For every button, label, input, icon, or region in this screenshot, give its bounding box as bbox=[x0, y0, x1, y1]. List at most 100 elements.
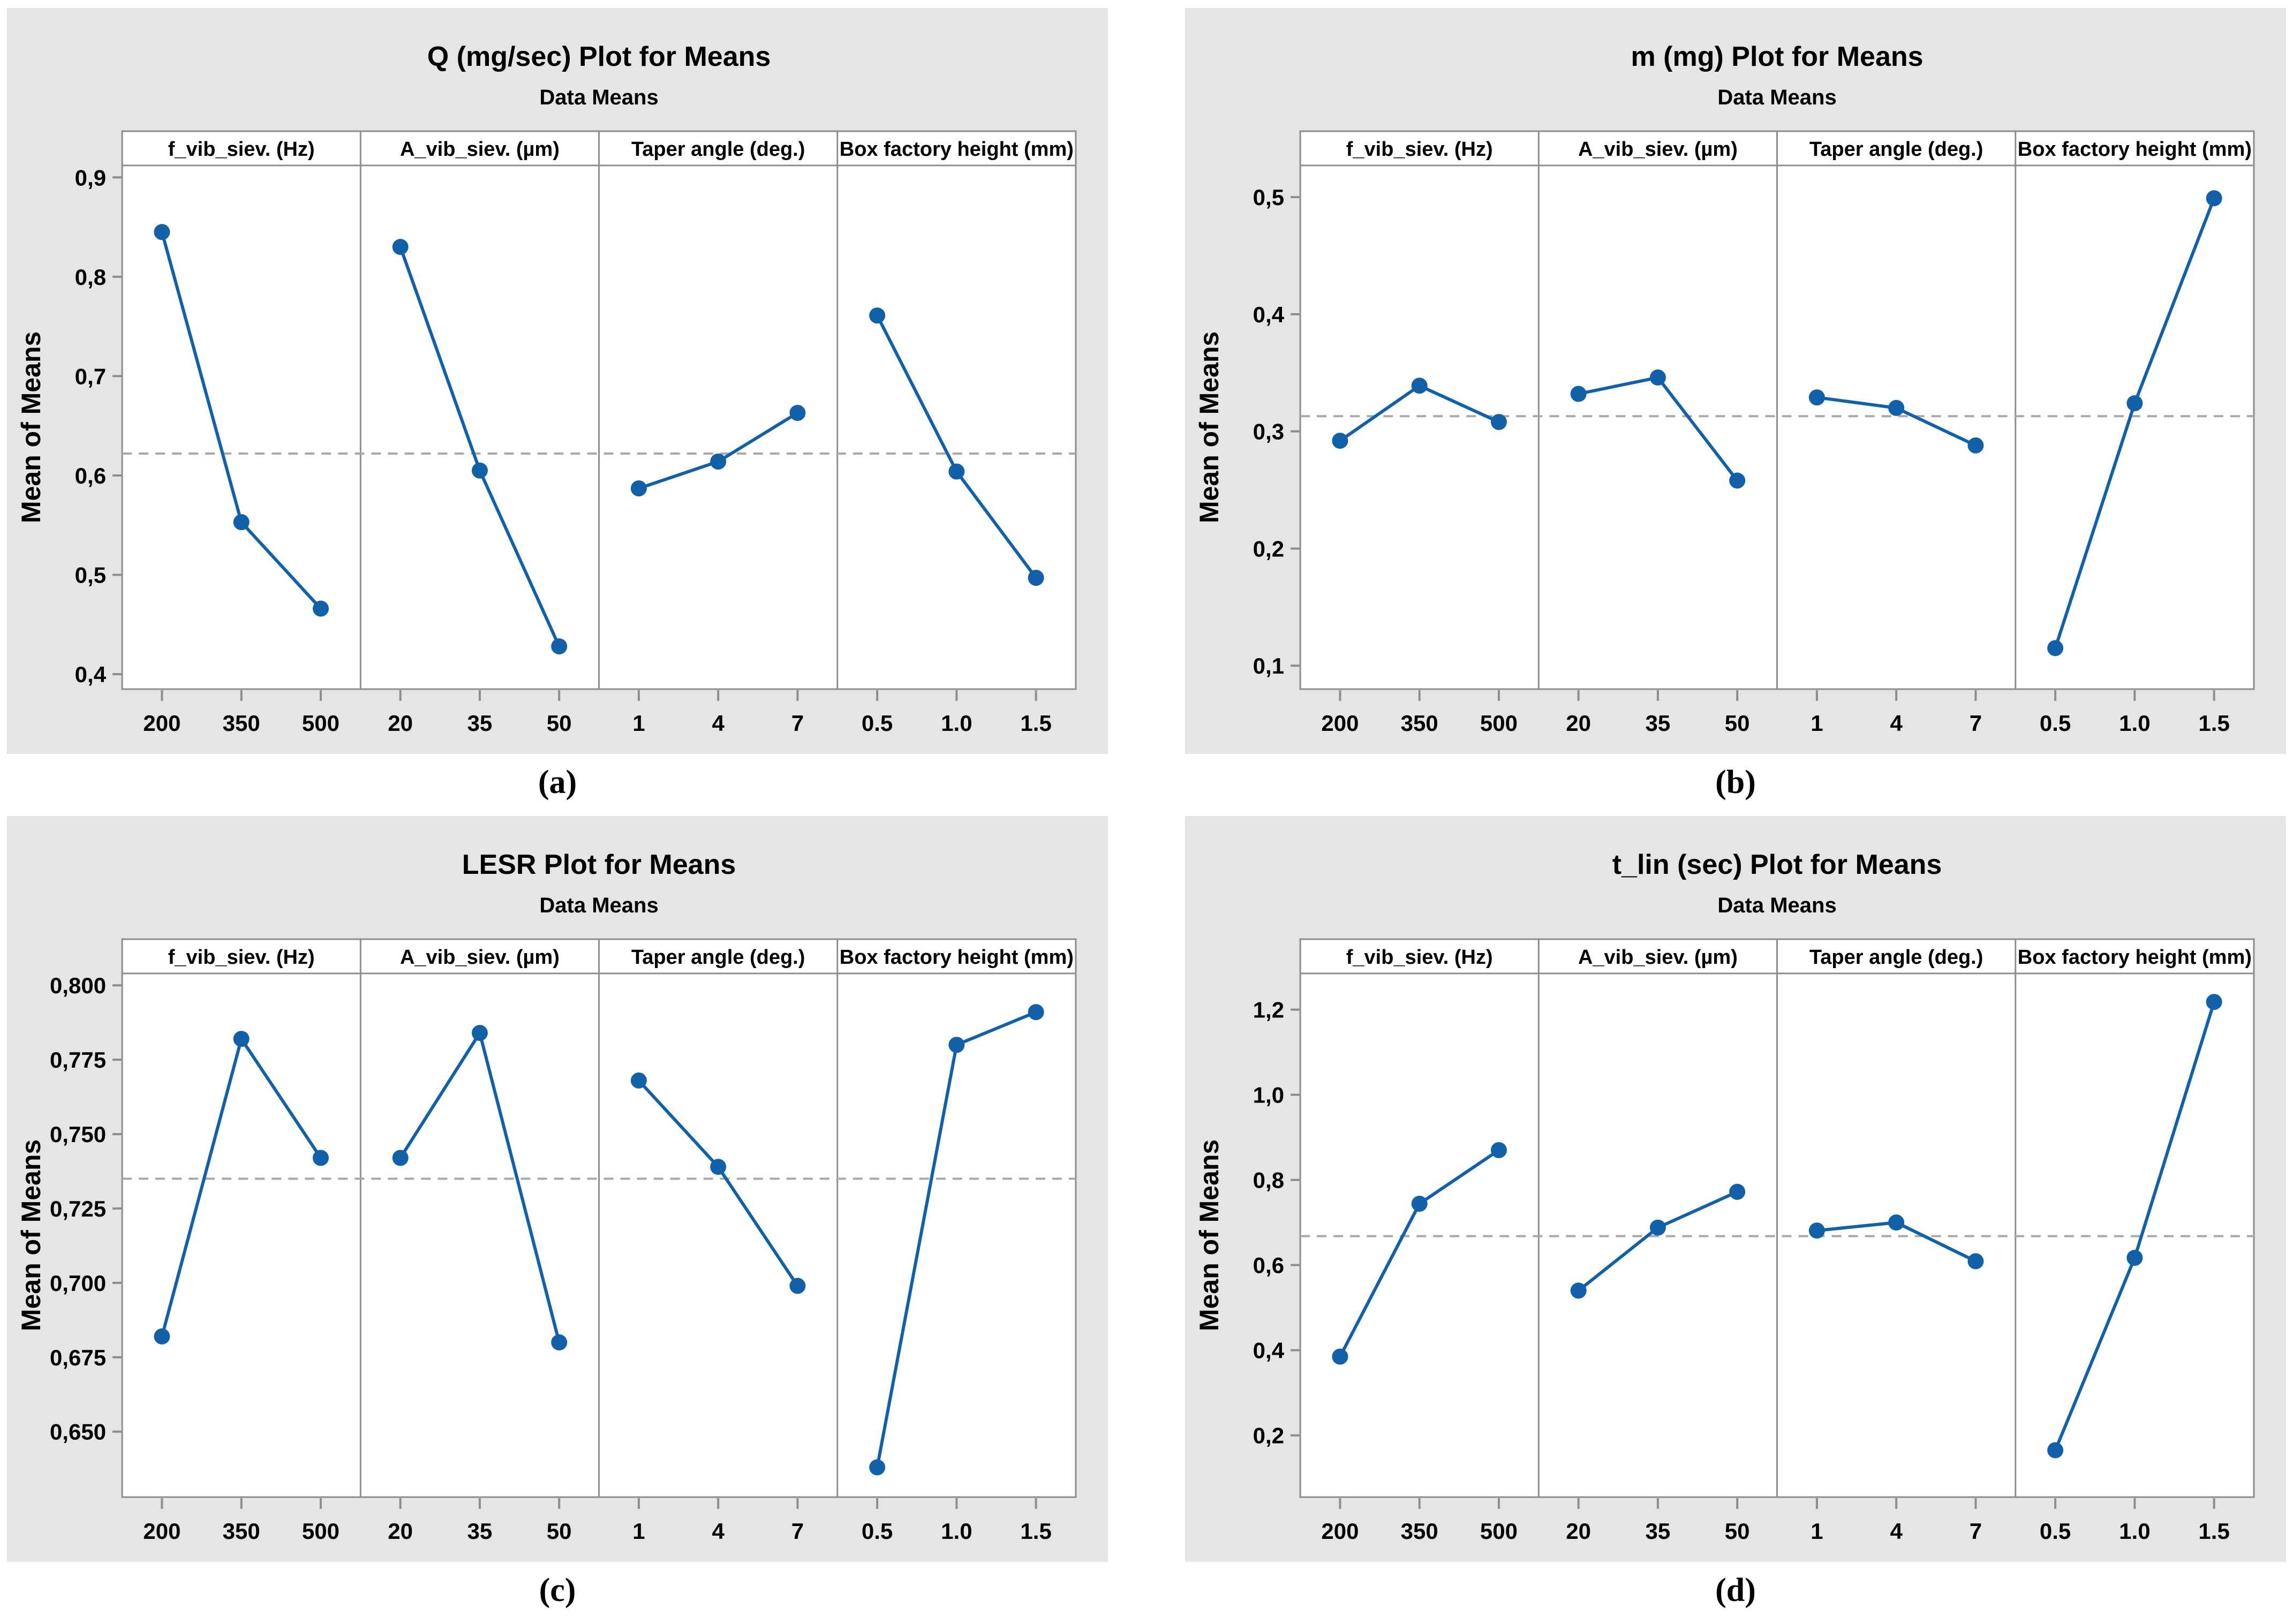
x-tick-label: 4 bbox=[712, 711, 725, 736]
caption-c: (c) bbox=[539, 1572, 576, 1608]
data-point bbox=[1411, 1196, 1428, 1212]
panel-header-label: Taper angle (deg.) bbox=[631, 946, 805, 969]
chart-subtitle: Data Means bbox=[1717, 86, 1836, 109]
chart-a-card: Q (mg/sec) Plot for Means Data Means 0,4 0,… bbox=[7, 8, 1108, 754]
data-point bbox=[1028, 570, 1044, 586]
x-tick-label: 50 bbox=[1725, 711, 1750, 736]
x-tick-label: 20 bbox=[388, 1519, 413, 1544]
x-tick-label: 7 bbox=[1970, 711, 1982, 736]
x-tick-label: 350 bbox=[223, 711, 260, 736]
x-tick-label: 1 bbox=[632, 1519, 645, 1544]
x-tick-label: 0.5 bbox=[862, 711, 893, 736]
panel-header-label: f_vib_siev. (Hz) bbox=[1346, 138, 1493, 161]
data-point bbox=[471, 1025, 488, 1041]
panel-header-label: A_vib_siev. (µm) bbox=[1578, 946, 1738, 969]
y-tick-label: 0,650 bbox=[50, 1419, 106, 1445]
data-point bbox=[869, 307, 886, 324]
panel-header-label: Taper angle (deg.) bbox=[631, 138, 805, 161]
x-tick-label: 20 bbox=[388, 711, 413, 736]
figure-cell-d: t_lin (sec) Plot for Means Data Means 0,2 0… bbox=[1185, 816, 2286, 1619]
data-point bbox=[1649, 369, 1666, 386]
data-point bbox=[1888, 399, 1905, 416]
x-tick-label: 35 bbox=[467, 711, 493, 736]
y-tick-label: 0,5 bbox=[75, 563, 106, 588]
figure-cell-a: Q (mg/sec) Plot for Means Data Means 0,4 0,… bbox=[7, 8, 1108, 811]
panel-header-label: Box factory height (mm) bbox=[2018, 946, 2252, 969]
data-point bbox=[551, 1334, 568, 1351]
x-tick-label: 0.5 bbox=[2040, 711, 2071, 736]
y-tick-label: 0,775 bbox=[50, 1047, 106, 1072]
data-point bbox=[233, 514, 250, 531]
panel-header-label: A_vib_siev. (µm) bbox=[400, 138, 560, 161]
data-point bbox=[1028, 1004, 1044, 1021]
x-tick-label: 200 bbox=[143, 711, 180, 736]
data-point bbox=[154, 224, 170, 240]
y-tick-label: 0,725 bbox=[50, 1196, 106, 1221]
x-tick-label: 7 bbox=[791, 1519, 804, 1544]
y-axis-label: Mean of Means bbox=[1194, 1139, 1224, 1331]
x-tick-label: 4 bbox=[1890, 711, 1903, 736]
x-tick-label: 20 bbox=[1566, 711, 1591, 736]
x-tick-label: 1.5 bbox=[1020, 711, 1051, 736]
x-tick-label: 20 bbox=[1566, 1519, 1591, 1544]
y-tick-label: 0,5 bbox=[1253, 185, 1284, 210]
chart-title: m (mg) Plot for Means bbox=[1631, 41, 1923, 72]
chart-d: t_lin (sec) Plot for Means Data Means 0,2 0… bbox=[1194, 849, 2255, 1544]
x-tick-label: 1.5 bbox=[2198, 711, 2229, 736]
chart-c: LESR Plot for Means Data Means 0,650 0,675 0… bbox=[16, 849, 1077, 1544]
data-point bbox=[2126, 1250, 2143, 1266]
x-tick-label: 1.0 bbox=[941, 1519, 972, 1544]
y-axis-label: Mean of Means bbox=[16, 1139, 46, 1331]
y-tick-label: 0,675 bbox=[50, 1345, 106, 1370]
panel-header-label: Box factory height (mm) bbox=[840, 946, 1074, 969]
x-tick-label: 200 bbox=[1321, 1519, 1359, 1544]
panel-header-label: f_vib_siev. (Hz) bbox=[168, 138, 315, 161]
chart-title: t_lin (sec) Plot for Means bbox=[1612, 849, 1942, 880]
figure-cell-b: m (mg) Plot for Means Data Means 0,1 0,2 0,3… bbox=[1185, 8, 2286, 811]
data-point bbox=[1888, 1214, 1905, 1231]
data-point bbox=[948, 463, 965, 480]
data-point bbox=[2047, 640, 2064, 656]
y-tick-label: 0,3 bbox=[1253, 419, 1284, 444]
panel-header-label: Box factory height (mm) bbox=[2018, 138, 2252, 161]
x-tick-label: 1 bbox=[1811, 711, 1823, 736]
y-tick-label: 0,6 bbox=[75, 463, 106, 488]
y-tick-label: 0,7 bbox=[75, 364, 106, 389]
x-tick-label: 50 bbox=[1725, 1519, 1750, 1544]
data-point bbox=[1490, 1142, 1507, 1158]
y-tick-label: 0,4 bbox=[1253, 1338, 1285, 1363]
chart-subtitle: Data Means bbox=[1717, 894, 1836, 917]
x-tick-label: 500 bbox=[1480, 1519, 1518, 1544]
data-point bbox=[1411, 377, 1428, 394]
x-tick-label: 500 bbox=[302, 1519, 340, 1544]
data-point bbox=[392, 1150, 409, 1166]
data-point bbox=[1808, 1222, 1825, 1239]
data-point bbox=[630, 480, 647, 497]
x-tick-label: 35 bbox=[1646, 1519, 1671, 1544]
data-point bbox=[1570, 386, 1587, 402]
y-tick-label: 0,750 bbox=[50, 1122, 106, 1147]
data-point bbox=[1808, 389, 1825, 406]
data-point bbox=[312, 1150, 329, 1166]
chart-subtitle: Data Means bbox=[539, 86, 658, 109]
caption-b: (b) bbox=[1715, 764, 1756, 800]
y-tick-label: 0,6 bbox=[1253, 1253, 1284, 1278]
y-tick-label: 1,2 bbox=[1253, 998, 1284, 1023]
x-tick-label: 1 bbox=[1811, 1519, 1823, 1544]
y-tick-label: 0,800 bbox=[50, 973, 106, 998]
x-tick-label: 0.5 bbox=[2040, 1519, 2071, 1544]
figure-cell-c: LESR Plot for Means Data Means 0,650 0,675 0… bbox=[7, 816, 1108, 1619]
x-tick-label: 200 bbox=[1321, 711, 1359, 736]
x-tick-label: 350 bbox=[1401, 711, 1438, 736]
data-point bbox=[1332, 433, 1348, 449]
y-tick-label: 0,9 bbox=[75, 165, 106, 190]
x-tick-label: 1.5 bbox=[1020, 1519, 1051, 1544]
caption-d: (d) bbox=[1715, 1572, 1756, 1608]
x-tick-label: 7 bbox=[791, 711, 804, 736]
x-tick-label: 1.0 bbox=[2119, 1519, 2150, 1544]
x-tick-label: 1.0 bbox=[941, 711, 972, 736]
data-point bbox=[2047, 1442, 2064, 1459]
data-point bbox=[1729, 472, 1746, 489]
chart-a: Q (mg/sec) Plot for Means Data Means 0,4 0,… bbox=[16, 41, 1077, 736]
